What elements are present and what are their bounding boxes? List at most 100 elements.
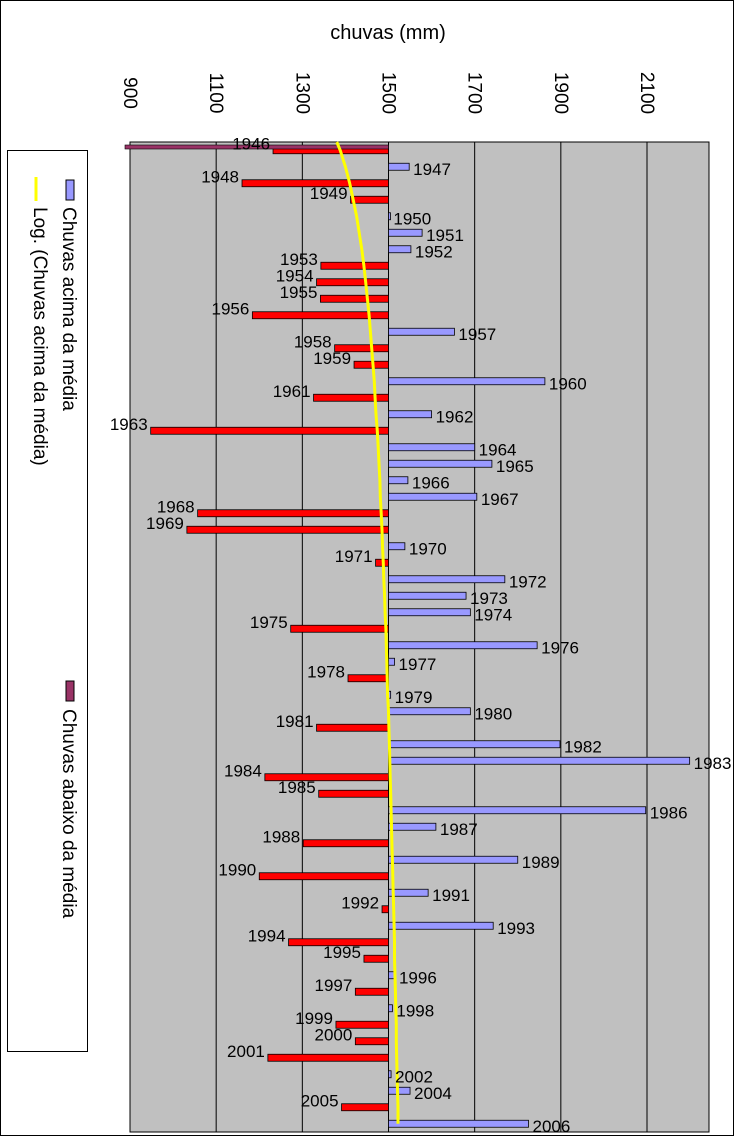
bar-label: 1986 <box>650 803 688 822</box>
bar-label: 1982 <box>564 737 602 756</box>
bar-label: 1956 <box>212 299 250 318</box>
bar-label: 2001 <box>227 1042 265 1061</box>
bar-label: 1988 <box>262 827 300 846</box>
bar-below-average <box>267 1053 389 1062</box>
bar-label: 1980 <box>474 704 512 723</box>
bar-above-average <box>388 756 691 765</box>
bar-above-average <box>388 641 538 650</box>
bar-label: 1992 <box>341 893 379 912</box>
bar-label: 1996 <box>399 968 437 987</box>
bar-label: 1951 <box>426 226 464 245</box>
bar-label: 1975 <box>250 613 288 632</box>
legend: Chuvas acima da média Log. (Chuvas acima… <box>7 150 88 1052</box>
bar-label: 2005 <box>301 1091 339 1110</box>
bar-above-average <box>388 162 410 171</box>
bar-label: 1972 <box>509 572 547 591</box>
bar-below-average <box>347 674 389 683</box>
bar-label: 1965 <box>496 457 534 476</box>
bar-above-average <box>388 855 519 864</box>
bar-above-average <box>388 228 423 237</box>
bar-label: 1952 <box>415 242 453 261</box>
bar-above-average <box>388 1070 392 1079</box>
bar-label: 1984 <box>224 761 262 780</box>
bar-above-average <box>388 492 478 501</box>
x-tick-label: 1500 <box>378 72 399 114</box>
bar-label: 1978 <box>307 662 345 681</box>
legend-label-below: Chuvas abaixo da média <box>58 709 79 919</box>
bar-below-average <box>302 839 389 848</box>
bar-label: 1953 <box>280 250 318 269</box>
bar-label: 2002 <box>395 1067 433 1086</box>
bar-above-average <box>388 822 437 831</box>
bar-below-average <box>318 789 389 798</box>
bar-below-average <box>186 525 389 534</box>
bar-label: 1976 <box>541 638 579 657</box>
bar-above-average <box>388 542 406 551</box>
bar-label: 1999 <box>295 1009 333 1028</box>
bar-below-average <box>316 278 389 287</box>
bar-below-average <box>241 179 389 188</box>
bar-label: 2000 <box>314 1025 352 1044</box>
gridlines <box>129 142 648 1132</box>
bar-above-average <box>388 212 391 221</box>
bar-below-average <box>381 905 389 914</box>
bar-above-average <box>388 476 409 485</box>
bar-label: 1955 <box>280 283 318 302</box>
bar-label: 1947 <box>413 160 451 179</box>
bar-label: 1963 <box>110 415 148 434</box>
bar-below-average <box>251 311 389 320</box>
bar-above-average <box>388 1119 529 1128</box>
bar-label: 1989 <box>522 853 560 872</box>
bar-above-average <box>388 608 471 617</box>
bar-above-average <box>388 443 476 452</box>
x-tick-label: 2100 <box>636 72 657 114</box>
bar-below-average <box>316 723 389 732</box>
bar-label: 1995 <box>323 943 361 962</box>
bar-below-average <box>350 195 389 204</box>
x-tick-label: 1700 <box>464 72 485 114</box>
bar-label: 1991 <box>432 886 470 905</box>
bar-label: 1987 <box>440 820 478 839</box>
bar-label: 1948 <box>201 167 239 186</box>
bar-label: 1958 <box>294 332 332 351</box>
bar-label: 1949 <box>310 184 348 203</box>
bar-label: 1977 <box>399 655 437 674</box>
bar-above-average <box>388 657 395 666</box>
bar-above-average <box>388 1086 411 1095</box>
legend-label-trend: Log. (Chuvas acima da média) <box>29 207 50 466</box>
bar-label: 1993 <box>497 919 535 938</box>
bar-label: 1960 <box>549 374 587 393</box>
bar-below-average <box>264 773 389 782</box>
bar-label: 1974 <box>474 605 512 624</box>
bar-label: 1969 <box>146 514 184 533</box>
bar-below-average <box>320 261 389 270</box>
bar-label: 1981 <box>276 712 314 731</box>
bar-below-average <box>363 954 389 963</box>
bar-label: 1954 <box>276 266 314 285</box>
bar-above-average <box>388 245 412 254</box>
bar-below-average <box>341 1103 389 1112</box>
bar-label: 2004 <box>414 1084 452 1103</box>
bar-label: 1979 <box>395 688 433 707</box>
bar-label: 1946 <box>232 134 270 153</box>
bar-label: 1962 <box>436 407 474 426</box>
bar-label: 1970 <box>409 539 447 558</box>
x-axis-ticks: 900 1100 1300 1500 1700 1900 2100 <box>119 72 657 114</box>
x-tick-label: 1900 <box>550 72 571 114</box>
bar-below-average <box>354 987 389 996</box>
legend-canvas: Chuvas acima da média Log. (Chuvas acima… <box>29 177 79 919</box>
bar-label: 1967 <box>481 490 519 509</box>
bar-above-average <box>388 327 455 336</box>
bar-below-average <box>335 1020 389 1029</box>
bar-label: 1983 <box>694 754 732 773</box>
bar-above-average <box>388 740 561 749</box>
bar-label: 1990 <box>218 860 256 879</box>
bar-label: 2006 <box>533 1117 571 1135</box>
bar-label: 1950 <box>393 209 431 228</box>
bar-label: 1994 <box>248 926 286 945</box>
bar-label: 1997 <box>314 976 352 995</box>
bar-below-series-marker <box>124 144 389 150</box>
